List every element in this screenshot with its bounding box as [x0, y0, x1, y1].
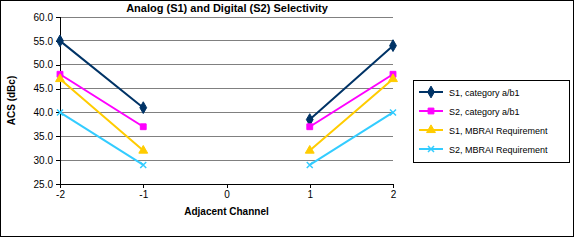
x-tick: -1 — [139, 184, 148, 200]
y-tick-label: 30.0 — [34, 155, 54, 166]
series-marker — [56, 74, 65, 82]
y-tick-label: 50.0 — [34, 59, 54, 70]
legend-entry: S1, MBRAI Requirement — [419, 125, 548, 136]
series-marker — [57, 109, 63, 115]
y-tick: 40.0 — [34, 107, 60, 118]
legend-label: S2, MBRAI Requirement — [449, 145, 548, 155]
series-line — [60, 112, 393, 164]
grid-line — [60, 112, 393, 113]
series-line — [60, 74, 393, 126]
y-tick-label: 35.0 — [34, 131, 54, 142]
y-axis: 25.0 30.0 35.0 40.0 45.0 50.0 55.0 60.0 — [34, 12, 61, 190]
y-tick-mark — [56, 136, 60, 137]
chart: Analog (S1) and Digital (S2) Selectivity… — [0, 0, 574, 237]
series-marker — [389, 74, 398, 82]
y-tick: 35.0 — [34, 131, 60, 142]
grid-line — [60, 136, 393, 137]
legend-swatch-marker — [427, 125, 436, 133]
x-tick: 2 — [391, 184, 397, 200]
legend-swatch-marker — [428, 108, 434, 114]
y-tick-mark — [56, 17, 60, 18]
x-tick-label: 1 — [307, 189, 313, 200]
series-marker — [305, 145, 314, 153]
y-tick-label: 25.0 — [34, 179, 54, 190]
x-tick-label: 2 — [391, 189, 397, 200]
grid-line — [60, 160, 393, 161]
x-tick: 0 — [224, 184, 230, 200]
x-tick-mark — [60, 184, 61, 188]
y-tick-mark — [56, 89, 60, 90]
series-marker — [307, 162, 313, 168]
series-line — [60, 79, 393, 151]
legend-swatch-marker — [428, 146, 434, 152]
legend: S1, category a/b1 S2, category a/b1 S1, MB… — [414, 81, 570, 163]
y-tick-label: 60.0 — [34, 12, 54, 23]
x-tick-mark — [393, 184, 394, 188]
legend-box — [414, 81, 570, 163]
series-marker — [307, 124, 313, 130]
y-tick: 45.0 — [34, 83, 60, 94]
x-tick: 1 — [307, 184, 313, 200]
x-tick-mark — [227, 184, 228, 188]
grid — [60, 17, 393, 184]
legend-entry: S2, category a/b1 — [419, 107, 520, 117]
x-tick-label: -1 — [139, 189, 148, 200]
y-tick-label: 45.0 — [34, 83, 54, 94]
series-marker — [140, 124, 146, 130]
legend-label: S1, MBRAI Requirement — [449, 126, 548, 136]
legend-entry: S1, category a/b1 — [419, 86, 520, 98]
x-axis-title: Adjacent Channel — [184, 206, 269, 217]
series-marker — [390, 109, 396, 115]
series-marker — [140, 162, 146, 168]
y-tick: 25.0 — [34, 179, 60, 190]
title: Analog (S1) and Digital (S2) Selectivity — [126, 2, 329, 14]
legend-label: S1, category a/b1 — [449, 88, 520, 98]
series-marker — [390, 40, 397, 52]
y-tick: 30.0 — [34, 155, 60, 166]
series-marker — [140, 102, 147, 114]
x-tick-mark — [310, 184, 311, 188]
y-tick-label: 55.0 — [34, 36, 54, 47]
chart-border — [1, 1, 574, 237]
x-tick: -2 — [56, 184, 65, 200]
plot-marks — [56, 35, 398, 168]
legend-entry: S2, MBRAI Requirement — [419, 145, 548, 155]
y-tick-mark — [56, 160, 60, 161]
series-marker — [139, 145, 148, 153]
y-tick: 60.0 — [34, 12, 60, 23]
x-tick-label: 0 — [224, 189, 230, 200]
y-tick-mark — [56, 65, 60, 66]
y-tick-mark — [56, 184, 60, 185]
y-tick-label: 40.0 — [34, 107, 54, 118]
y-tick: 55.0 — [34, 36, 60, 47]
x-axis: -2 -1 0 1 2 — [56, 184, 397, 200]
legend-swatch-marker — [428, 86, 435, 98]
series-line — [60, 41, 393, 120]
legend-label: S2, category a/b1 — [449, 107, 520, 117]
x-tick-mark — [143, 184, 144, 188]
grid-line — [60, 40, 393, 41]
y-axis-title: ACS (dBc) — [6, 76, 17, 125]
y-tick: 50.0 — [34, 59, 60, 70]
x-axis-line — [61, 185, 394, 189]
grid-line — [60, 17, 393, 18]
grid-line — [60, 64, 393, 65]
series-marker — [57, 35, 64, 47]
x-tick-label: -2 — [56, 189, 65, 200]
